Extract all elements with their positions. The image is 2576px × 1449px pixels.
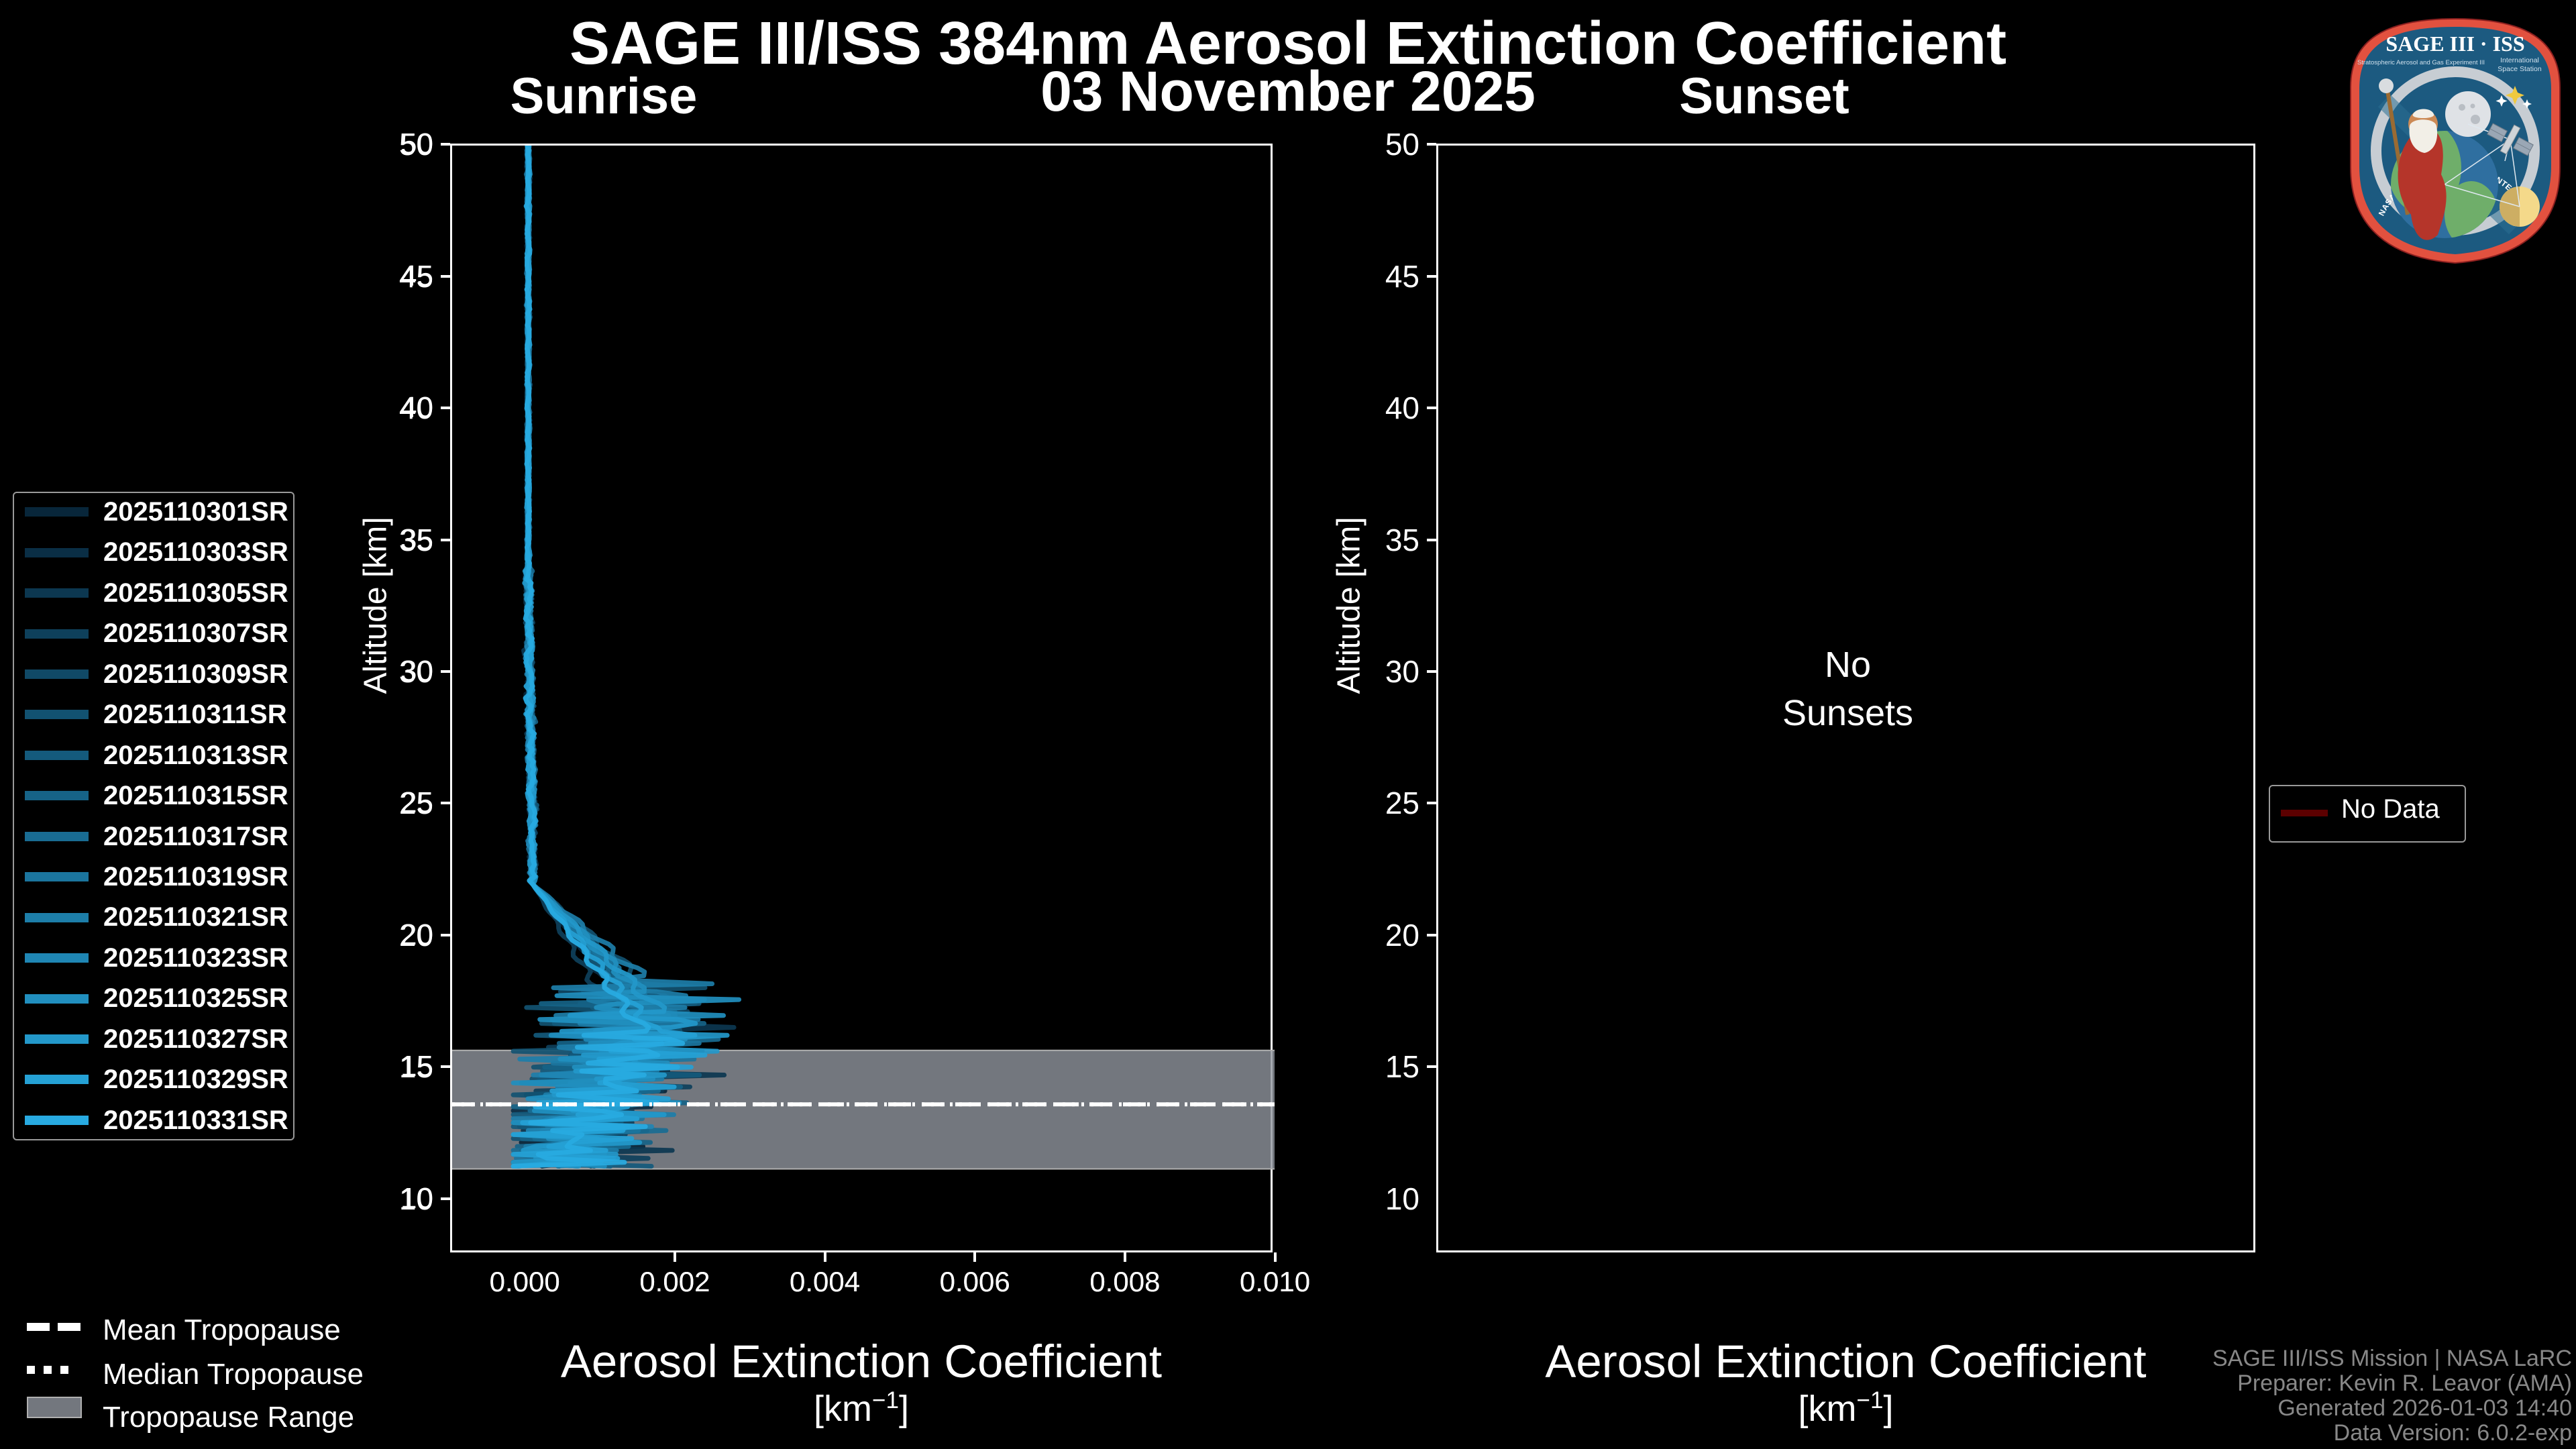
svg-text:Stratospheric Aerosol and Gas: Stratospheric Aerosol and Gas Experiment…	[2357, 59, 2485, 66]
svg-text:International: International	[2500, 56, 2539, 64]
svg-text:SAGE III · ISS: SAGE III · ISS	[2385, 32, 2524, 56]
svg-text:Space Station: Space Station	[2498, 65, 2542, 73]
